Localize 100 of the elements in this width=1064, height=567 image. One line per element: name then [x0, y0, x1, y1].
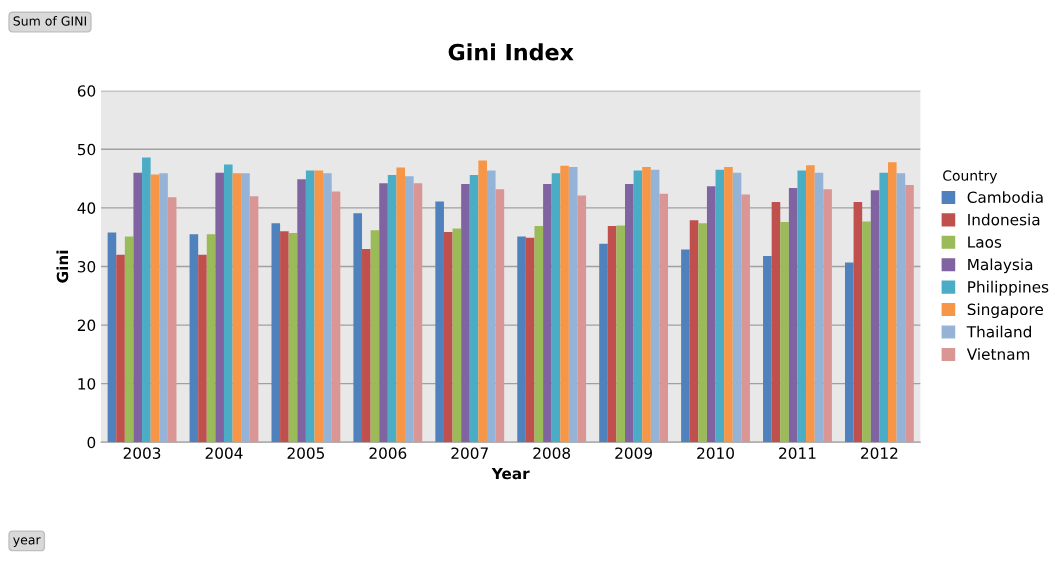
bar	[517, 236, 526, 443]
bar	[642, 166, 651, 443]
bar	[607, 226, 617, 443]
x-tick-label: 2007	[451, 447, 488, 459]
bar	[323, 173, 332, 443]
bar	[788, 187, 798, 443]
bar	[232, 173, 242, 443]
bar	[107, 232, 117, 443]
bar	[797, 170, 807, 443]
bar	[478, 160, 487, 443]
x-tick-label: 2012	[861, 447, 898, 459]
bar	[577, 195, 587, 443]
bar	[853, 202, 863, 443]
x-tick-label: 2003	[123, 447, 161, 459]
bar	[133, 172, 143, 443]
x-tick-label: 2008	[533, 447, 571, 459]
x-tick-label: 2005	[287, 447, 325, 459]
text: Sum of GINI	[13, 16, 86, 26]
bar	[862, 221, 871, 443]
bar	[689, 220, 699, 443]
bar	[396, 167, 406, 443]
y-tick-label: 10	[78, 378, 96, 390]
bar	[763, 255, 772, 443]
bar	[844, 262, 854, 443]
bar	[543, 183, 552, 443]
bar	[870, 190, 880, 443]
bar	[715, 169, 725, 443]
bar	[814, 172, 824, 443]
bar	[551, 173, 561, 443]
legend-label: Laos	[968, 236, 1002, 248]
bar	[314, 170, 324, 443]
bar	[486, 170, 496, 443]
x-tick-label: 2010	[697, 447, 734, 459]
legend-label: Philippines	[968, 280, 1049, 296]
bar	[560, 165, 569, 443]
bar	[896, 173, 906, 443]
bar	[469, 175, 479, 443]
x-tick-label: 2006	[369, 447, 407, 459]
y-tick-label: 50	[77, 143, 96, 156]
bar	[616, 225, 626, 443]
bar	[198, 254, 207, 443]
bar	[633, 170, 643, 443]
bar	[288, 233, 298, 443]
bar	[331, 191, 341, 443]
bar	[443, 231, 453, 443]
bar	[461, 183, 470, 443]
bar	[568, 166, 578, 443]
bar	[159, 173, 168, 443]
bar	[806, 165, 815, 443]
legend-label: Thailand	[966, 325, 1031, 338]
y-tick-label: 20	[77, 319, 96, 332]
bar	[405, 176, 414, 443]
y-tick-label: 0	[87, 436, 96, 449]
legend-label: Vietnam	[966, 348, 1030, 360]
bar	[732, 172, 742, 443]
x-tick-label: 2011	[779, 447, 816, 459]
bar	[698, 223, 707, 443]
bar	[625, 183, 634, 443]
bar	[379, 183, 388, 443]
bar	[724, 166, 733, 443]
bar	[167, 197, 177, 443]
bar	[741, 194, 750, 443]
bar	[353, 213, 363, 443]
bar	[888, 162, 897, 443]
bar	[452, 228, 462, 443]
legend-title: Country	[943, 170, 998, 184]
bar	[771, 202, 781, 443]
bar	[495, 189, 505, 443]
y-tick-label: 30	[77, 260, 96, 273]
bar	[280, 231, 289, 443]
chart-title: Gini Index	[448, 43, 574, 61]
y-axis-title: Gini	[56, 250, 69, 283]
legend-label: Indonesia	[968, 213, 1040, 226]
bar	[525, 237, 535, 443]
bar	[823, 189, 832, 443]
bar	[534, 226, 544, 443]
bar	[297, 179, 306, 443]
bar	[706, 186, 716, 443]
bar	[215, 172, 224, 443]
legend-label: Singapore	[967, 303, 1043, 319]
bar	[206, 234, 216, 443]
bar	[189, 234, 199, 443]
bar	[413, 183, 423, 443]
text: year	[13, 537, 41, 547]
bar	[659, 193, 669, 443]
bar	[305, 170, 315, 443]
bar	[905, 185, 914, 443]
bar	[124, 236, 134, 443]
bar	[142, 157, 151, 443]
bar	[780, 221, 789, 443]
bar	[362, 248, 371, 443]
bar	[223, 164, 233, 443]
bar	[650, 169, 660, 443]
y-tick-label: 40	[77, 202, 96, 214]
bar	[116, 254, 125, 443]
bar	[599, 243, 608, 443]
legend-label: Cambodia	[967, 191, 1043, 203]
x-axis-title: Year	[491, 467, 530, 480]
bar	[370, 230, 380, 443]
bar	[681, 249, 690, 443]
